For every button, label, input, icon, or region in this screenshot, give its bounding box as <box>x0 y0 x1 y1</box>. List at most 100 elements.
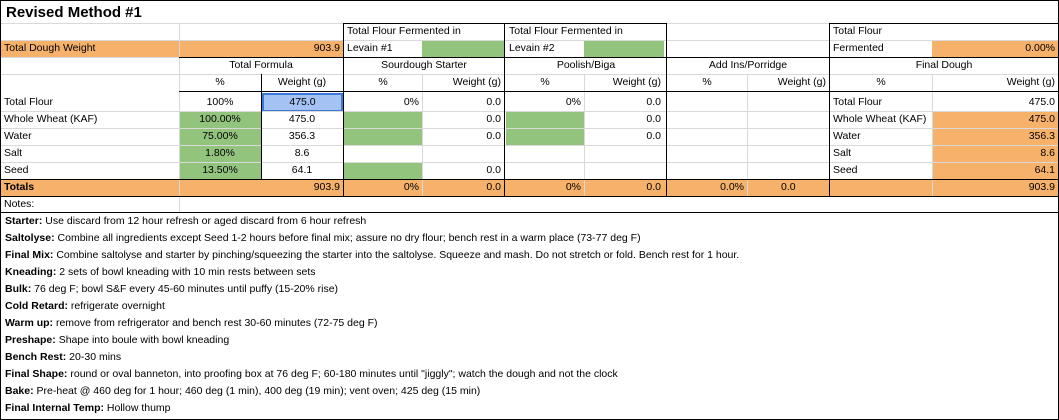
sheet-title[interactable]: Revised Method #1 <box>6 4 142 21</box>
pb-weight-whole-wheat[interactable]: 0.0 <box>646 113 661 125</box>
tf-weight-seed[interactable]: 64.1 <box>291 164 313 176</box>
total-dough-weight-value[interactable]: 903.9 <box>179 40 343 57</box>
totals-ss-pct[interactable]: 0% <box>403 181 419 193</box>
tf-weight-total-flour-selected[interactable]: 475.0 <box>262 93 343 112</box>
total-flour-fermented-label-bottom[interactable]: Fermented <box>833 42 884 54</box>
levain2-label-bottom[interactable]: Levain #2 <box>509 42 555 54</box>
ss-weight-whole-wheat[interactable]: 0.0 <box>486 113 501 125</box>
row-label-salt[interactable]: Salt <box>4 147 23 159</box>
section-border <box>1 196 1058 197</box>
note-starter[interactable]: Starter: Use discard from 12 hour refres… <box>5 215 367 227</box>
fd-weight-seed[interactable]: 64.1 <box>932 162 1058 179</box>
row-label-total-flour[interactable]: Total Flour <box>4 96 54 108</box>
levain2-value-cell[interactable] <box>584 40 664 57</box>
note-warm-up[interactable]: Warm up: remove from refrigerator and be… <box>5 317 378 329</box>
note-bulk[interactable]: Bulk: 76 deg F; bowl S&F every 45-60 min… <box>5 283 339 295</box>
levain1-value-cell[interactable] <box>422 40 504 57</box>
fd-label-seed[interactable]: Seed <box>833 164 858 176</box>
total-flour-fermented-value[interactable]: 0.00% <box>932 40 1058 57</box>
totals-ss-weight[interactable]: 0.0 <box>486 181 501 193</box>
fd-weight-water[interactable]: 356.3 <box>932 128 1058 145</box>
pb-weight-water[interactable]: 0.0 <box>646 130 661 142</box>
note-preshape[interactable]: Preshape: Shape into boule with bowl kne… <box>5 334 230 346</box>
ss-weight-water[interactable]: 0.0 <box>486 130 501 142</box>
pb-pct-whole-wheat[interactable] <box>506 111 584 128</box>
ss-pct-water[interactable] <box>344 128 422 145</box>
levain2-label-top[interactable]: Total Flour Fermented in <box>509 25 623 37</box>
note-final-shape[interactable]: Final Shape: round or oval banneton, int… <box>5 368 618 380</box>
fd-weight-salt[interactable]: 8.6 <box>932 145 1058 162</box>
tf-weight-whole-wheat[interactable]: 475.0 <box>288 113 316 125</box>
section-border <box>261 74 262 179</box>
row-label-seed[interactable]: Seed <box>4 164 29 176</box>
tf-pct-whole-wheat[interactable]: 100.00% <box>179 111 261 128</box>
tf-pct-seed[interactable]: 13.50% <box>179 162 261 179</box>
col-header-fd-weight[interactable]: Weight (g) <box>1006 76 1055 88</box>
tf-pct-total-flour[interactable]: 100% <box>206 96 234 108</box>
ss-weight-seed[interactable]: 0.0 <box>486 164 501 176</box>
section-add-ins[interactable]: Add Ins/Porridge <box>708 59 788 71</box>
totals-label[interactable]: Totals <box>4 181 35 193</box>
gridline <box>1 128 1058 129</box>
row-label-water[interactable]: Water <box>4 130 32 142</box>
gridline <box>1 145 1058 146</box>
col-header-tf-weight[interactable]: Weight (g) <box>277 76 327 88</box>
note-cold-retard[interactable]: Cold Retard: refrigerate overnight <box>5 300 165 312</box>
fd-label-whole-wheat[interactable]: Whole Wheat (KAF) <box>833 113 927 125</box>
section-final-dough[interactable]: Final Dough <box>915 59 973 71</box>
pb-pct-total-flour[interactable]: 0% <box>565 96 581 108</box>
col-header-ss-weight[interactable]: Weight (g) <box>452 76 501 88</box>
note-kneading[interactable]: Kneading: 2 sets of bowl kneading with 1… <box>5 266 316 278</box>
col-header-fd-pct[interactable]: % <box>876 76 886 88</box>
note-final-internal-temp[interactable]: Final Internal Temp: Hollow thump <box>5 402 171 414</box>
section-total-formula[interactable]: Total Formula <box>229 59 293 71</box>
pb-pct-water[interactable] <box>506 128 584 145</box>
totals-tf-weight[interactable]: 903.9 <box>313 181 340 193</box>
section-poolish-biga[interactable]: Poolish/Biga <box>556 59 616 71</box>
section-border <box>179 91 1058 92</box>
section-border <box>829 23 830 196</box>
row-label-whole-wheat[interactable]: Whole Wheat (KAF) <box>4 113 98 125</box>
note-saltolyse[interactable]: Saltolyse: Combine all ingredients excep… <box>5 232 641 244</box>
fd-weight-total-flour[interactable]: 475.0 <box>1028 96 1055 108</box>
col-header-ss-pct[interactable]: % <box>378 76 388 88</box>
ss-pct-whole-wheat[interactable] <box>344 111 422 128</box>
gridline <box>179 23 180 213</box>
total-flour-fermented-label-top[interactable]: Total Flour <box>833 25 883 37</box>
col-header-ai-pct[interactable]: % <box>702 76 712 88</box>
section-border <box>1 179 1058 180</box>
totals-pb-weight[interactable]: 0.0 <box>646 181 661 193</box>
totals-row-background <box>1 179 1058 196</box>
note-bench-rest[interactable]: Bench Rest: 20-30 mins <box>5 351 122 363</box>
section-border <box>829 23 1058 24</box>
note-final-mix[interactable]: Final Mix: Combine saltolyse and starter… <box>5 249 740 261</box>
totals-fd-weight[interactable]: 903.9 <box>1028 181 1055 193</box>
fd-weight-whole-wheat[interactable]: 475.0 <box>932 111 1058 128</box>
ss-pct-seed[interactable] <box>344 162 422 179</box>
col-header-pb-weight[interactable]: Weight (g) <box>612 76 661 88</box>
fd-label-total-flour[interactable]: Total Flour <box>833 96 883 108</box>
pb-weight-total-flour[interactable]: 0.0 <box>646 96 661 108</box>
section-sourdough-starter[interactable]: Sourdough Starter <box>381 59 467 71</box>
col-header-pb-pct[interactable]: % <box>540 76 550 88</box>
col-header-tf-pct[interactable]: % <box>215 76 225 88</box>
totals-pb-pct[interactable]: 0% <box>565 181 581 193</box>
fd-label-water[interactable]: Water <box>833 130 861 142</box>
totals-ai-weight[interactable]: 0.0 <box>781 181 796 193</box>
tf-weight-salt[interactable]: 8.6 <box>294 147 310 159</box>
tf-pct-water[interactable]: 75.00% <box>179 128 261 145</box>
levain1-label-bottom[interactable]: Levain #1 <box>347 42 393 54</box>
ss-pct-total-flour[interactable]: 0% <box>403 96 419 108</box>
levain1-label-top[interactable]: Total Flour Fermented in <box>347 25 461 37</box>
note-bake[interactable]: Bake: Pre-heat @ 460 deg for 1 hour; 460… <box>5 385 481 397</box>
totals-ai-pct[interactable]: 0.0% <box>720 181 744 193</box>
col-header-ai-weight[interactable]: Weight (g) <box>777 76 826 88</box>
fd-label-salt[interactable]: Salt <box>833 147 852 159</box>
notes-label[interactable]: Notes: <box>4 198 35 210</box>
section-border <box>666 23 667 196</box>
total-dough-weight-label[interactable]: Total Dough Weight <box>1 40 179 57</box>
gridline <box>584 74 585 196</box>
tf-weight-water[interactable]: 356.3 <box>288 130 316 142</box>
tf-pct-salt[interactable]: 1.80% <box>179 145 261 162</box>
ss-weight-total-flour[interactable]: 0.0 <box>486 96 501 108</box>
